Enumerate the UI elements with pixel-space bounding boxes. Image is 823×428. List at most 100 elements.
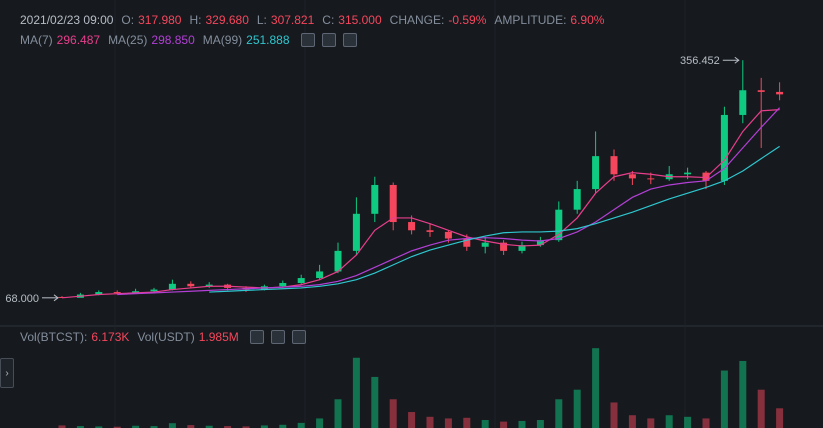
volume-bar xyxy=(426,416,434,428)
candle-body xyxy=(150,289,158,292)
volume-bar xyxy=(260,425,268,428)
candle-body xyxy=(555,209,563,241)
field-name: AMPLITUDE: xyxy=(494,13,567,27)
volume-bar xyxy=(684,416,692,428)
candle-body xyxy=(389,184,397,223)
candle-body xyxy=(757,90,765,92)
field-value: 315.000 xyxy=(338,13,382,27)
candle-body xyxy=(481,242,489,247)
candle-body xyxy=(647,178,655,180)
volume-bar xyxy=(150,426,158,428)
candle-body xyxy=(573,189,581,210)
candle-body xyxy=(776,91,784,95)
ma-name: MA(99) xyxy=(202,33,243,47)
toolbar-icon[interactable] xyxy=(342,33,357,47)
candle-body xyxy=(334,250,342,272)
volume-bar xyxy=(592,348,600,428)
volume-bar xyxy=(95,426,103,428)
volume-bar xyxy=(371,376,379,428)
candle-body xyxy=(113,292,121,294)
volume-bar xyxy=(573,389,581,428)
field-name: CHANGE: xyxy=(389,13,445,27)
candle-body xyxy=(187,283,195,287)
annotation-arrowhead xyxy=(53,294,59,302)
volume-bar xyxy=(481,420,489,428)
volume-bar xyxy=(757,389,765,428)
toolbar-icon[interactable] xyxy=(321,33,336,47)
candle-body xyxy=(408,222,416,231)
candle-body xyxy=(518,245,526,251)
volume-bar xyxy=(647,418,655,428)
field-name: O: xyxy=(121,13,135,27)
candle-body xyxy=(297,278,305,283)
volume-bar xyxy=(76,426,84,428)
candle-body xyxy=(592,156,600,190)
volume-bar xyxy=(665,415,673,428)
candle-body xyxy=(316,271,324,279)
candle-body xyxy=(610,156,618,175)
field-value: 317.980 xyxy=(138,13,182,27)
annotation-arrowhead xyxy=(734,56,740,64)
volume-bar xyxy=(610,402,618,428)
ma-name: MA(7) xyxy=(20,33,53,47)
candle-body xyxy=(628,174,636,179)
candle-body xyxy=(205,284,213,287)
volume-bar xyxy=(316,418,324,428)
field-value: 307.821 xyxy=(270,13,315,27)
ohlc-header: 2021/02/23 09:00 O: 317.980 H: 329.680 L: 307.… xyxy=(20,13,608,27)
volume-bar xyxy=(58,425,66,428)
field-name: H: xyxy=(189,13,202,27)
volume-bar xyxy=(518,420,526,428)
volume-bar xyxy=(334,399,342,428)
volume-bar xyxy=(187,425,195,428)
volume-bar xyxy=(224,426,232,428)
volume-pane xyxy=(58,348,784,428)
candle-body xyxy=(426,230,434,232)
volume-bar xyxy=(536,420,544,428)
volume-bar xyxy=(297,422,305,428)
volume-bar xyxy=(628,415,636,428)
volume-value: 1.985M xyxy=(198,330,239,344)
volume-bar xyxy=(739,360,747,428)
volume-bar xyxy=(444,418,452,428)
volume-bar xyxy=(408,412,416,428)
candle-body xyxy=(739,90,747,115)
annotation-label: 356.452 xyxy=(680,55,720,67)
toolbar-icon[interactable] xyxy=(249,330,264,344)
price-pane: 356.452 68.000 xyxy=(5,55,784,305)
candle-body xyxy=(444,231,452,239)
field-value: 6.90% xyxy=(570,13,605,27)
volume-bar xyxy=(463,417,471,428)
volume-bar xyxy=(352,357,360,428)
candle-body xyxy=(702,172,710,181)
field-name: L: xyxy=(256,13,267,27)
candle-body xyxy=(95,292,103,295)
candle-body xyxy=(279,282,287,287)
candle-body xyxy=(720,114,728,181)
toolbar-icon[interactable] xyxy=(300,33,315,47)
volume-bar xyxy=(720,370,728,428)
expand-button[interactable]: › xyxy=(0,358,14,388)
candle-body xyxy=(352,213,360,251)
volume-bar xyxy=(242,426,250,428)
candle-body xyxy=(168,283,176,290)
toolbar-icon[interactable] xyxy=(291,330,306,344)
volume-bar xyxy=(702,418,710,428)
volume-value: 6.173K xyxy=(91,330,130,344)
field-name: C: xyxy=(322,13,335,27)
annotation-label: 68.000 xyxy=(5,293,39,305)
toolbar-icon[interactable] xyxy=(270,330,285,344)
volume-bar xyxy=(500,421,508,428)
candle-body xyxy=(132,291,140,293)
ma-value: 298.850 xyxy=(151,33,195,47)
timestamp: 2021/02/23 09:00 xyxy=(20,13,114,27)
ma-line xyxy=(117,107,781,296)
ma-value: 296.487 xyxy=(56,33,101,47)
ma-line xyxy=(61,109,780,299)
candle-body xyxy=(536,240,544,246)
field-value: 329.680 xyxy=(205,13,249,27)
field-value: -0.59% xyxy=(448,13,487,27)
volume-bar xyxy=(168,423,176,428)
volume-bar xyxy=(279,424,287,428)
